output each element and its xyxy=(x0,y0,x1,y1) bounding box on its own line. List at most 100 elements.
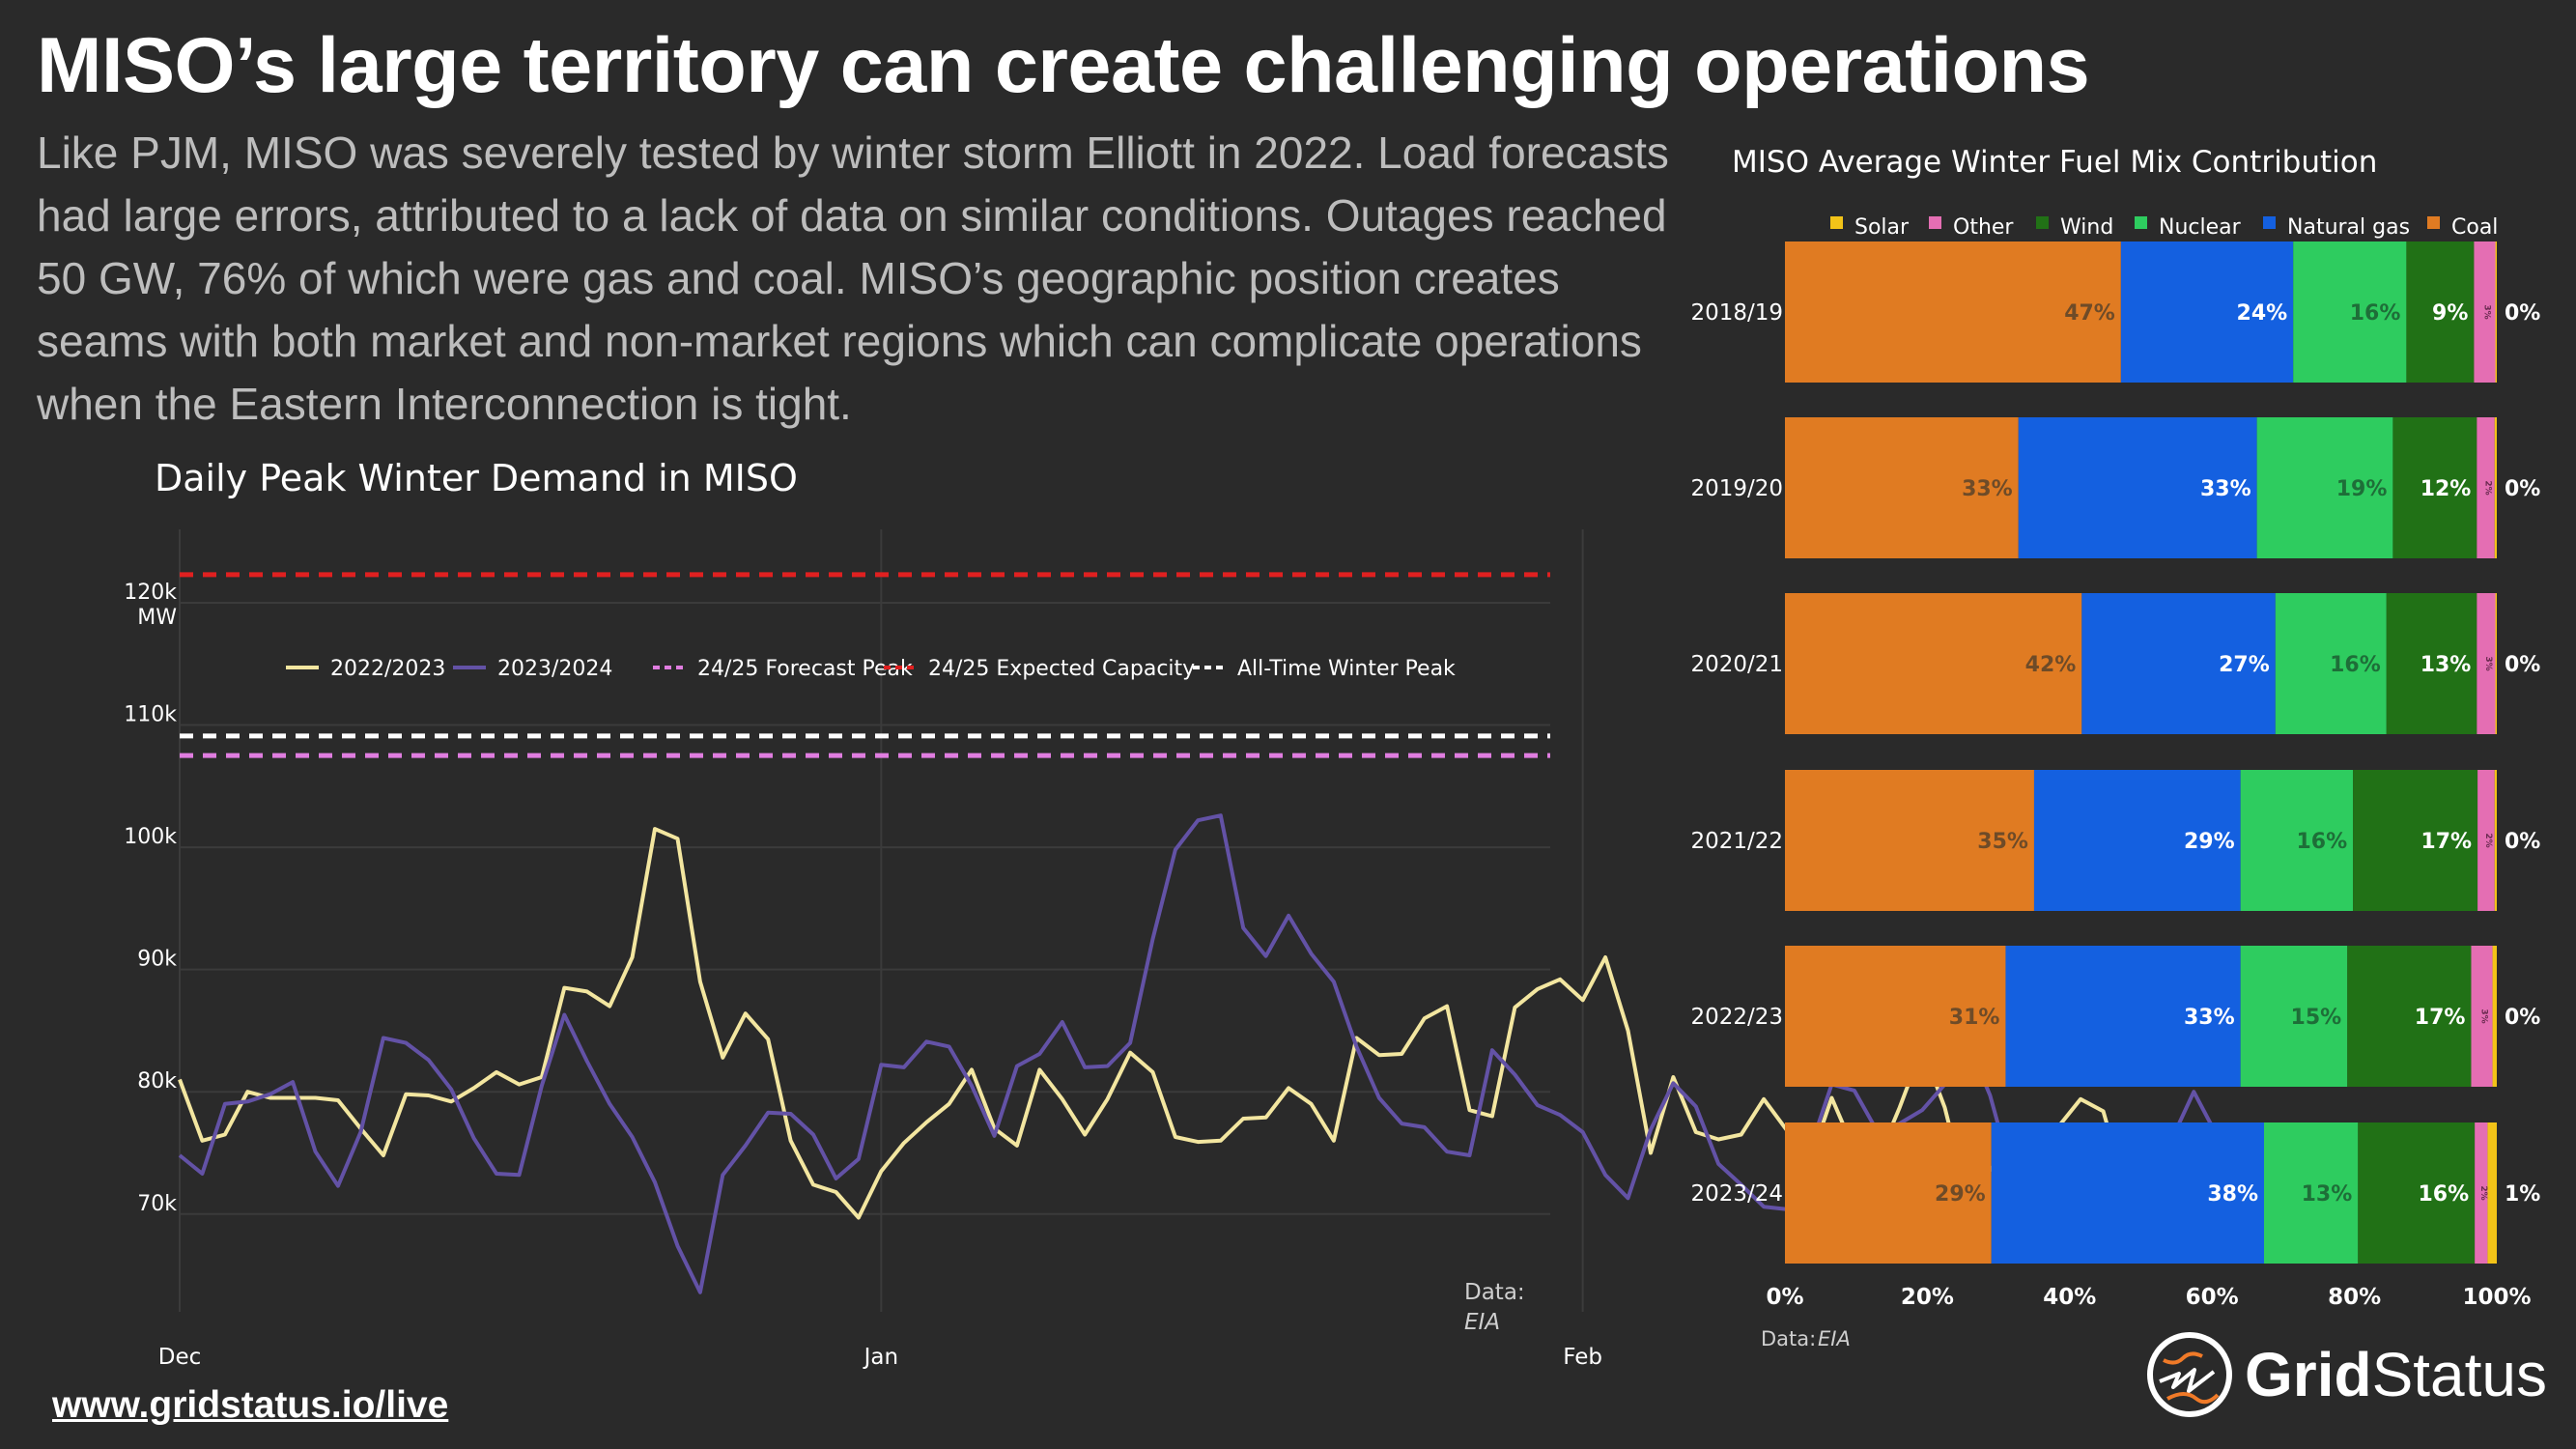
bar-value-label: 3% xyxy=(2482,304,2492,319)
bar-value-label: 0% xyxy=(2505,653,2540,677)
category-label: 2020/21 xyxy=(1690,652,1783,677)
line-chart-title: Daily Peak Winter Demand in MISO xyxy=(155,457,798,499)
bar-segment xyxy=(2487,1122,2497,1264)
bar-segment xyxy=(2406,242,2475,383)
category-label: 2018/19 xyxy=(1690,300,1783,326)
bar-chart-title: MISO Average Winter Fuel Mix Contributio… xyxy=(1732,145,2378,180)
bar-segment xyxy=(2347,946,2472,1087)
bar-segment xyxy=(2256,417,2393,558)
bar-segment xyxy=(2475,1122,2488,1264)
legend-swatch xyxy=(2036,216,2049,229)
bar-value-label: 16% xyxy=(2418,1182,2469,1207)
bar-segment xyxy=(2386,593,2477,734)
bar-value-label: 0% xyxy=(2505,301,2540,326)
bar-segment xyxy=(1785,593,2082,734)
bar-segment xyxy=(2495,242,2497,383)
page-subtitle: Like PJM, MISO was severely tested by wi… xyxy=(37,128,1669,429)
bar-value-label: 47% xyxy=(2064,301,2115,326)
bar-value-label: 13% xyxy=(2302,1182,2353,1207)
bar-segment xyxy=(2081,593,2276,734)
x-tick-label: 40% xyxy=(2043,1285,2096,1310)
legend-swatch xyxy=(2427,216,2440,229)
bar-value-label: 15% xyxy=(2291,1006,2342,1030)
page-headline: MISO’s large territory can create challe… xyxy=(37,22,2090,109)
bar-value-label: 31% xyxy=(1949,1006,2000,1030)
y-axis-unit-label: MW xyxy=(137,606,177,630)
category-label: 2022/23 xyxy=(1690,1005,1783,1030)
bar-value-label: 29% xyxy=(1935,1182,1986,1207)
y-tick-label: 100k xyxy=(124,825,177,849)
legend-swatch xyxy=(1830,216,1843,229)
bar-segment xyxy=(2240,770,2354,911)
bar-value-label: 17% xyxy=(2420,830,2472,854)
bar-segment xyxy=(1785,417,2019,558)
bar-value-label: 12% xyxy=(2420,477,2472,501)
bar-value-label: 1% xyxy=(2505,1182,2540,1207)
bar-segment xyxy=(1785,946,2006,1087)
legend-label: 24/25 Forecast Peak xyxy=(697,657,913,681)
source-label: Data: xyxy=(1464,1280,1525,1305)
bar-value-label: 29% xyxy=(2184,830,2235,854)
y-tick-label: 120k xyxy=(124,581,177,605)
category-label: 2023/24 xyxy=(1690,1181,1783,1207)
bar-segment xyxy=(2494,417,2497,558)
category-label: 2021/22 xyxy=(1690,829,1783,854)
legend-label: Wind xyxy=(2060,215,2113,240)
legend-label: 2022/2023 xyxy=(330,657,445,681)
bar-value-label: 3% xyxy=(2483,656,2493,670)
bar-value-label: 19% xyxy=(2336,477,2388,501)
bar-segment xyxy=(2005,946,2241,1087)
bar-value-label: 0% xyxy=(2505,477,2540,501)
bar-value-label: 16% xyxy=(2296,830,2347,854)
bar-value-label: 42% xyxy=(2025,653,2077,677)
gridstatus-link[interactable]: www.gridstatus.io/live xyxy=(52,1384,449,1426)
bar-value-label: 33% xyxy=(1962,477,2013,501)
bar-value-label: 13% xyxy=(2420,653,2472,677)
bar-segment xyxy=(2120,242,2294,383)
bar-segment xyxy=(1991,1122,2265,1264)
source-name: EIA xyxy=(1464,1310,1500,1335)
bar-segment xyxy=(2264,1122,2359,1264)
y-tick-label: 70k xyxy=(137,1192,177,1216)
legend-swatch xyxy=(1929,216,1941,229)
bar-value-label: 2% xyxy=(2483,833,2493,847)
bar-segment xyxy=(2240,946,2348,1087)
brand-name-bold: Grid xyxy=(2245,1339,2372,1409)
y-tick-label: 90k xyxy=(137,948,177,972)
x-tick-label: Dec xyxy=(158,1345,202,1370)
bar-segment xyxy=(2018,417,2257,558)
x-tick-label: 0% xyxy=(1766,1285,1803,1310)
bar-value-label: 27% xyxy=(2219,653,2270,677)
bar-value-label: 38% xyxy=(2207,1182,2258,1207)
legend-label: Other xyxy=(1953,215,2014,240)
bar-segment xyxy=(1785,770,2034,911)
bar-value-label: 9% xyxy=(2432,301,2468,326)
brand-name: GridStatus xyxy=(2245,1339,2547,1410)
legend-label: Nuclear xyxy=(2159,215,2242,240)
x-tick-label: Jan xyxy=(863,1345,898,1370)
bar-segment xyxy=(2492,946,2497,1087)
bar-segment xyxy=(2477,770,2495,911)
legend-label: Coal xyxy=(2451,215,2498,240)
bar-value-label: 16% xyxy=(2350,301,2401,326)
bar-segment xyxy=(2275,593,2387,734)
x-tick-label: 80% xyxy=(2328,1285,2381,1310)
bar-segment xyxy=(2477,593,2496,734)
bar-value-label: 0% xyxy=(2505,1006,2540,1030)
bar-segment xyxy=(2494,770,2497,911)
category-label: 2019/20 xyxy=(1690,476,1783,501)
bar-segment xyxy=(2358,1122,2476,1264)
source-label: Data: xyxy=(1761,1327,1816,1350)
lightning-globe-icon xyxy=(2147,1331,2232,1417)
x-tick-label: 60% xyxy=(2186,1285,2239,1310)
bar-segment xyxy=(1785,1122,1992,1264)
bar-segment xyxy=(2033,770,2241,911)
legend-label: Natural gas xyxy=(2287,215,2410,240)
bar-value-label: 33% xyxy=(2200,477,2251,501)
bar-segment xyxy=(2353,770,2478,911)
source-name: EIA xyxy=(1818,1327,1851,1350)
x-tick-label: Feb xyxy=(1563,1345,1602,1370)
bar-segment xyxy=(1785,242,2121,383)
bar-value-label: 17% xyxy=(2415,1006,2466,1030)
